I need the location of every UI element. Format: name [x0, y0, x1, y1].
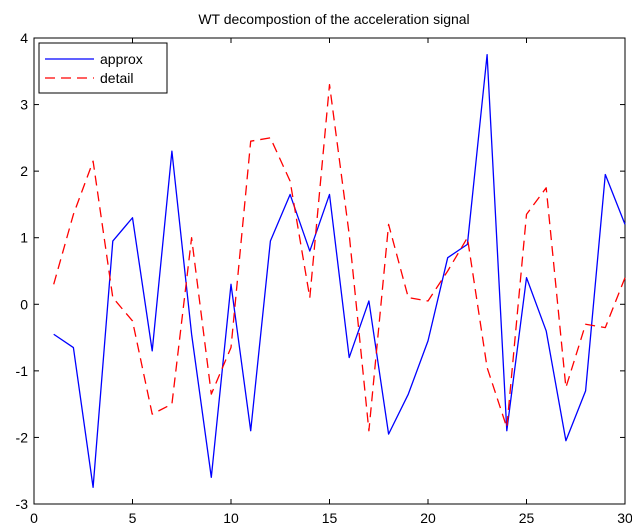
legend-label-approx: approx — [100, 51, 143, 67]
x-tick-label: 15 — [322, 510, 338, 526]
series-layer — [53, 53, 626, 489]
x-tick-label: 10 — [223, 510, 239, 526]
axis-ticks: 0 5 10 15 20 25 30 -3 -2 -1 0 1 2 3 4 — [16, 30, 632, 526]
y-tick-label: -3 — [16, 496, 29, 512]
y-tick-label: 3 — [20, 97, 28, 113]
legend-box — [38, 42, 168, 94]
x-tick-label: 25 — [519, 510, 535, 526]
series-line-detail — [53, 83, 626, 432]
axes-frame — [33, 37, 626, 505]
x-tick-label: 20 — [420, 510, 436, 526]
y-tick-label: 1 — [20, 230, 28, 246]
y-tick-label: 4 — [20, 30, 28, 46]
legend: approx detail — [38, 42, 168, 94]
x-tick-label: 0 — [30, 510, 38, 526]
series-line-approx — [53, 53, 626, 489]
legend-label-detail: detail — [100, 70, 133, 86]
x-tick-label: 5 — [129, 510, 137, 526]
y-tick-label: 2 — [20, 163, 28, 179]
y-tick-label: -1 — [16, 363, 29, 379]
y-tick-label: 0 — [20, 296, 28, 312]
x-tick-label: 30 — [617, 510, 632, 526]
chart-title: WT decompostion of the acceleration sign… — [198, 11, 469, 27]
y-tick-label: -2 — [16, 429, 29, 445]
